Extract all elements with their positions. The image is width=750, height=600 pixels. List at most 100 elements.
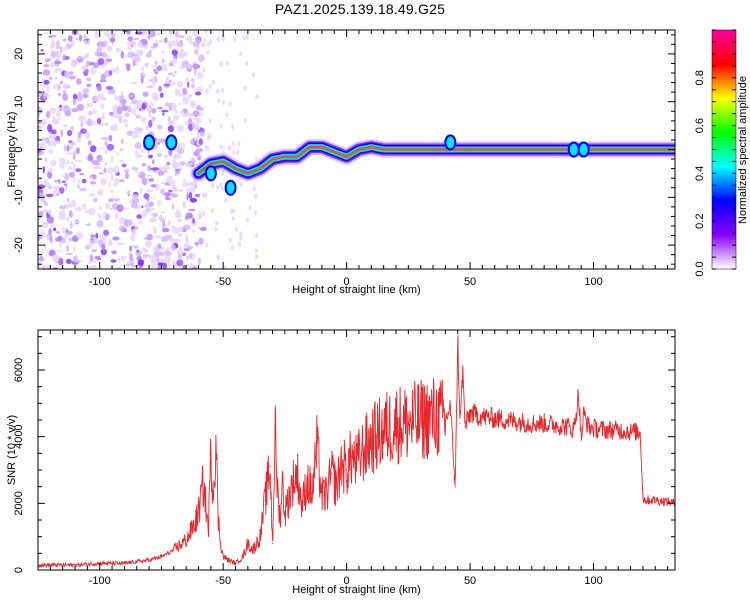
- noise-blob: [183, 178, 186, 182]
- noise-blob: [54, 180, 58, 183]
- noise-blob: [159, 40, 163, 43]
- noise-blob: [168, 62, 174, 67]
- noise-blob: [76, 103, 85, 111]
- noise-blob: [60, 129, 63, 137]
- snr-point: [588, 426, 590, 428]
- snr-point: [259, 536, 261, 538]
- noise-blob: [225, 60, 229, 66]
- noise-blob: [174, 89, 180, 92]
- noise-blob: [150, 212, 154, 216]
- noise-blob: [88, 240, 93, 248]
- noise-blob: [119, 217, 125, 225]
- noise-blob: [57, 117, 61, 121]
- snr-point: [291, 482, 293, 484]
- noise-blob: [100, 73, 106, 82]
- noise-blob: [172, 58, 178, 64]
- noise-blob: [188, 113, 194, 118]
- noise-blob: [233, 36, 237, 42]
- snr-point: [654, 499, 656, 501]
- noise-blob: [127, 36, 133, 42]
- noise-blob: [148, 113, 152, 118]
- snr-point: [449, 406, 451, 408]
- snr-point: [383, 429, 385, 431]
- snr-point: [644, 499, 647, 501]
- snr-x-tick-label: 100: [584, 575, 602, 587]
- colorbar-tick-label: 0.2: [694, 214, 706, 229]
- noise-blob: [154, 60, 158, 65]
- noise-blob: [45, 110, 51, 119]
- noise-blob: [68, 75, 77, 80]
- noise-blob: [58, 257, 64, 266]
- noise-blob: [172, 73, 175, 77]
- snr-point: [202, 482, 204, 484]
- noise-blob: [40, 230, 46, 239]
- noise-blob: [121, 227, 126, 233]
- noise-blob: [110, 155, 114, 163]
- noise-blob: [172, 158, 176, 167]
- snr-point: [331, 472, 333, 474]
- noise-blob: [72, 97, 77, 105]
- noise-blob: [145, 124, 150, 130]
- noise-blob: [199, 107, 204, 111]
- noise-blob: [171, 49, 178, 56]
- snr-point: [420, 419, 422, 421]
- noise-blob: [119, 159, 124, 163]
- noise-blob: [59, 205, 66, 210]
- noise-blob: [83, 39, 87, 45]
- snr-point: [311, 492, 313, 494]
- noise-blob: [97, 58, 105, 65]
- noise-blob: [53, 70, 58, 73]
- noise-blob: [176, 80, 184, 88]
- snr-point: [360, 452, 362, 454]
- noise-blob: [248, 205, 252, 211]
- noise-blob: [183, 51, 188, 57]
- noise-blob: [44, 32, 49, 35]
- noise-blob: [179, 48, 185, 54]
- noise-blob: [186, 192, 189, 201]
- noise-blob: [140, 72, 146, 78]
- noise-blob: [139, 187, 143, 194]
- noise-blob: [126, 63, 131, 72]
- noise-blob: [156, 65, 162, 72]
- noise-blob: [106, 167, 115, 174]
- noise-blob: [110, 115, 119, 118]
- snr-point: [578, 392, 580, 394]
- noise-blob: [239, 51, 243, 57]
- noise-blob: [146, 85, 154, 89]
- noise-blob: [146, 200, 150, 206]
- noise-blob: [208, 133, 212, 139]
- noise-blob: [158, 166, 166, 171]
- noise-blob: [152, 159, 155, 165]
- noise-blob: [85, 60, 89, 69]
- noise-blob: [48, 168, 53, 173]
- snr-point: [148, 559, 150, 561]
- noise-blob: [140, 149, 145, 154]
- noise-blob: [59, 80, 64, 85]
- noise-blob: [121, 119, 129, 124]
- noise-blob: [204, 30, 208, 33]
- noise-blob: [119, 148, 124, 151]
- noise-blob: [108, 199, 114, 202]
- noise-blob: [163, 84, 171, 87]
- noise-blob: [56, 40, 60, 47]
- noise-blob: [148, 178, 155, 182]
- noise-blob: [111, 33, 116, 38]
- noise-blob: [62, 38, 67, 42]
- noise-blob: [214, 226, 218, 232]
- noise-blob: [73, 150, 76, 156]
- noise-blob: [92, 175, 97, 179]
- noise-blob: [68, 146, 74, 149]
- noise-blob: [196, 39, 202, 42]
- noise-blob: [161, 58, 165, 64]
- spectrogram-y-tick-label: -20: [13, 237, 25, 253]
- noise-blob: [157, 170, 165, 176]
- noise-blob: [119, 98, 127, 105]
- snr-point: [326, 492, 328, 494]
- noise-blob: [76, 94, 84, 102]
- noise-blob: [93, 237, 99, 245]
- noise-blob: [146, 196, 150, 202]
- noise-blob: [181, 60, 190, 68]
- noise-blob: [134, 31, 143, 35]
- noise-blob: [109, 111, 114, 116]
- noise-blob: [99, 234, 107, 241]
